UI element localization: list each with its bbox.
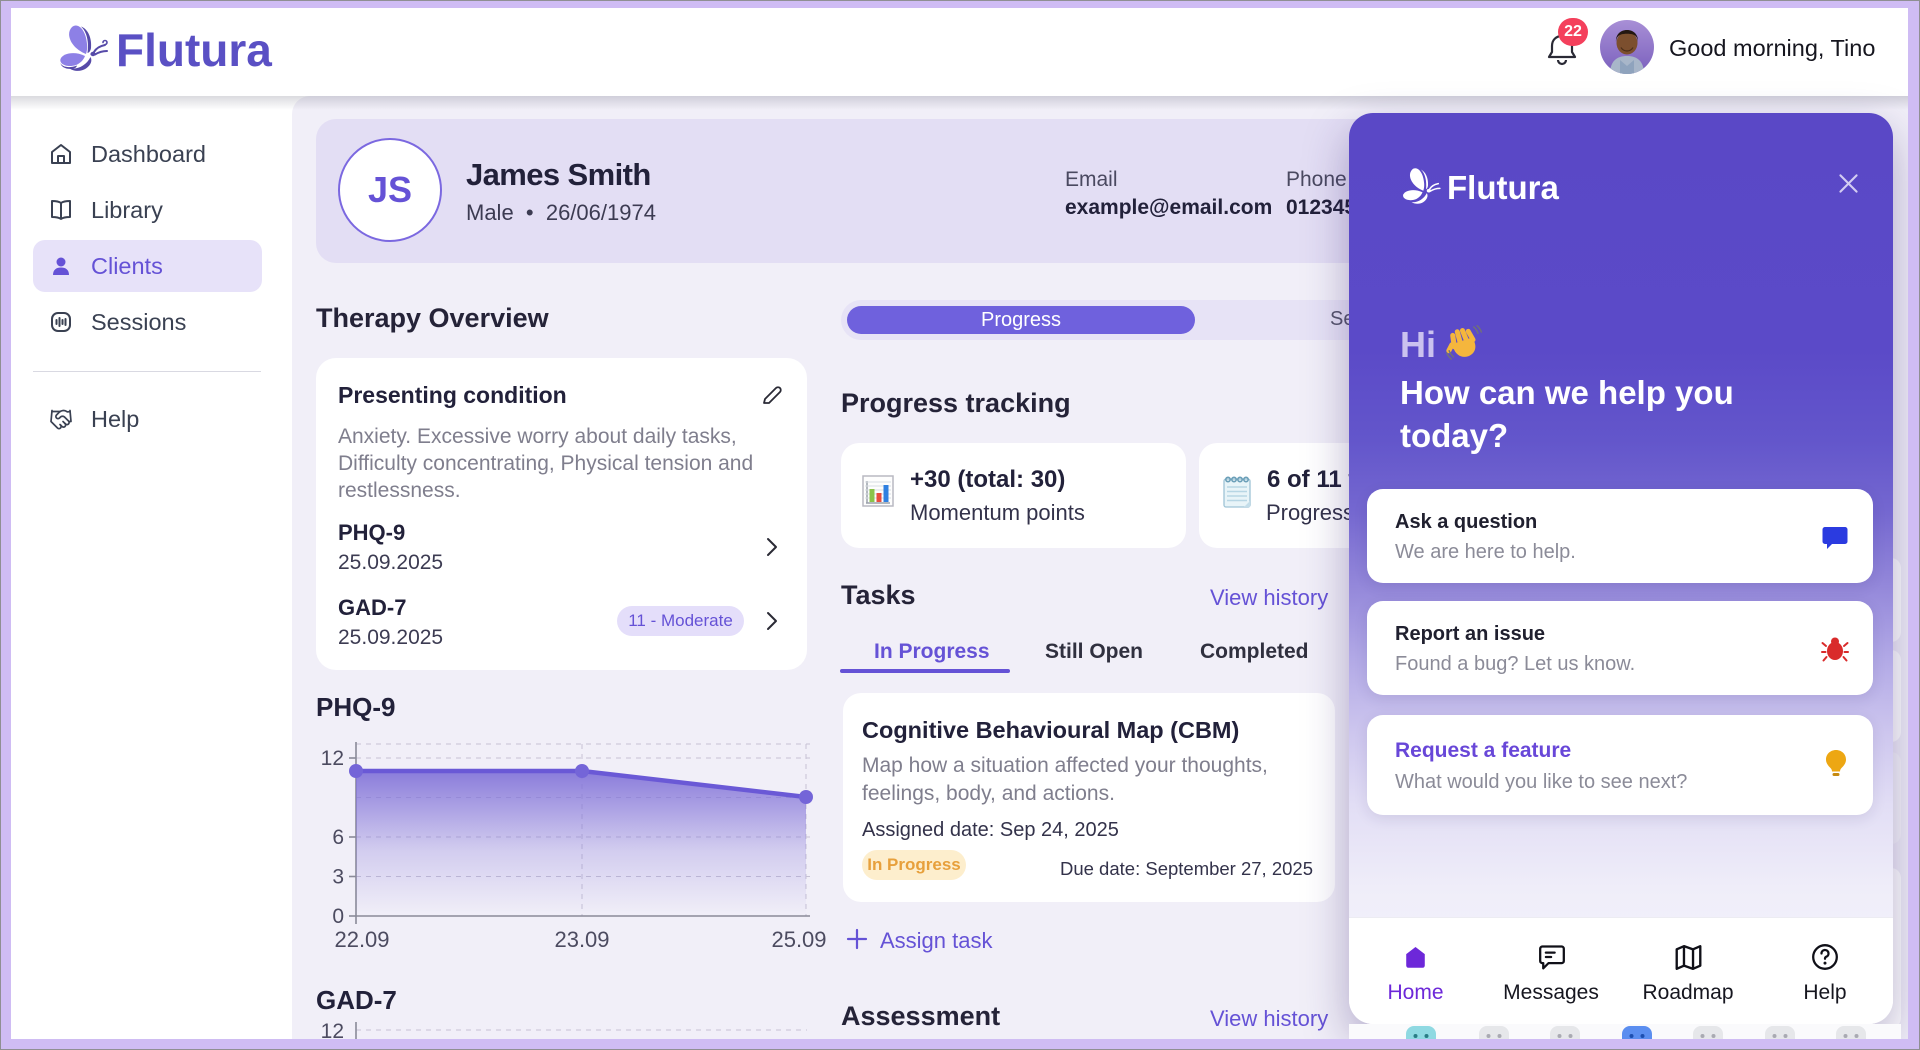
svg-text:12: 12 [321, 747, 344, 770]
svg-text:6: 6 [332, 826, 344, 849]
svg-text:22.09: 22.09 [334, 927, 389, 952]
svg-text:0: 0 [332, 905, 344, 928]
svg-text:3: 3 [332, 866, 344, 889]
svg-text:23.09: 23.09 [554, 927, 609, 952]
svg-text:25.09: 25.09 [771, 927, 826, 952]
svg-text:12: 12 [321, 1020, 344, 1039]
